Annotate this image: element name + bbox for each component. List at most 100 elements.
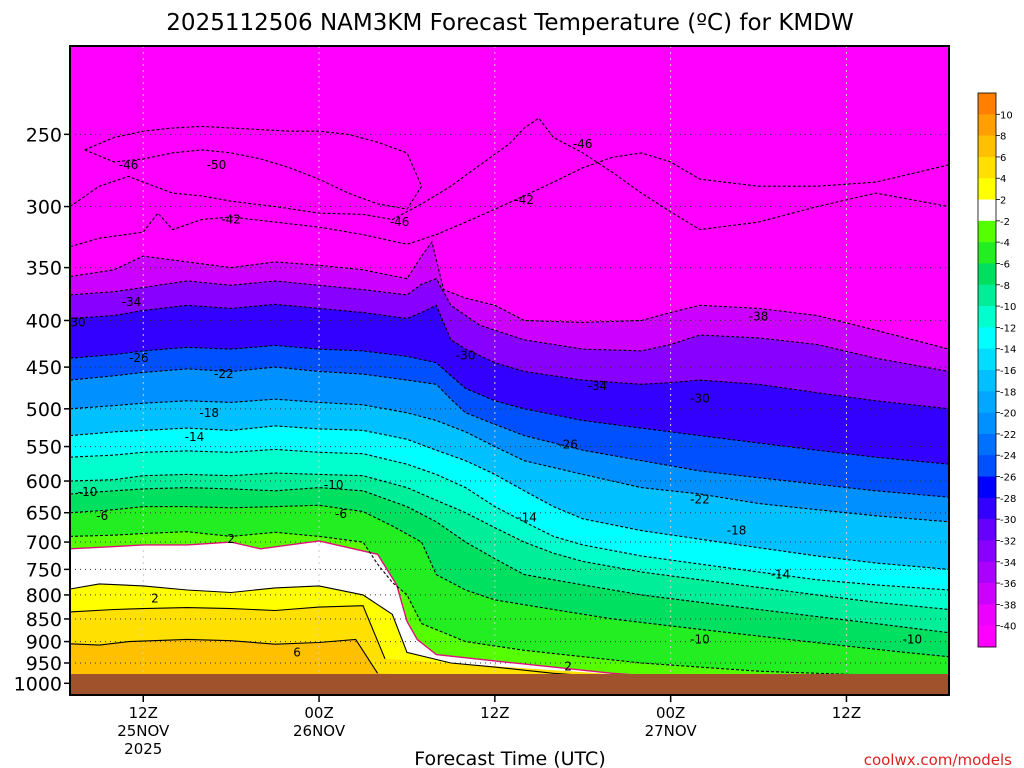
legend-label: -32 — [1000, 536, 1016, 547]
chart-title: 2025112506 NAM3KM Forecast Temperature (… — [166, 10, 853, 36]
legend-label: -26 — [1000, 473, 1016, 484]
contour-label: -30 — [690, 391, 710, 405]
contour-label: -30 — [456, 348, 476, 362]
legend-swatch — [978, 220, 996, 243]
contour-line — [70, 278, 949, 373]
contour-label: -26 — [129, 351, 149, 365]
y-tick-label: 350 — [26, 258, 62, 280]
contour-label: -14 — [517, 511, 537, 525]
y-tick-label: 550 — [26, 437, 62, 459]
contour-label: -22 — [690, 493, 710, 507]
contour-labels: -46 -50 -46 -42 -46 -42 -34 -30 -38 -26 -22 -30 -34 -… — [66, 137, 922, 674]
legend-label: -14 — [1000, 345, 1016, 356]
legend-label: -20 — [1000, 409, 1016, 420]
credit-text: coolwx.com/models — [864, 751, 1012, 768]
legend-swatch — [978, 327, 996, 349]
contour-label: 6 — [293, 645, 301, 659]
legend-swatch — [978, 519, 996, 541]
plot-area: -46 -50 -46 -42 -46 -42 -34 -30 -38 -26 -22 -30 -34 -… — [66, 45, 950, 696]
y-tick-label: 800 — [26, 585, 62, 607]
contour-line — [70, 117, 949, 231]
contour-label: -6 — [96, 509, 108, 523]
contour-label: -46 — [390, 215, 410, 229]
legend-label: 4 — [1000, 174, 1006, 185]
y-tick-label: 450 — [26, 357, 62, 379]
y-tick-label: 250 — [26, 124, 62, 146]
contour-line — [70, 605, 386, 660]
legend-label: -12 — [1000, 323, 1016, 334]
contour-label: -38 — [749, 309, 769, 323]
legend-label: -30 — [1000, 515, 1016, 526]
legend-label: 2 — [1000, 196, 1006, 207]
y-tick-label: 600 — [26, 471, 62, 493]
legend-swatch — [978, 114, 996, 136]
contour-line — [70, 366, 949, 498]
plot-frame — [69, 45, 950, 696]
contour-label: -34 — [588, 379, 608, 393]
legend-label: -18 — [1000, 387, 1016, 398]
legend-label: -10 — [1000, 302, 1016, 313]
contour-lines — [70, 117, 949, 682]
legend-swatch — [978, 306, 996, 328]
legend-swatch — [978, 199, 996, 222]
x-tick-label: 26NOV — [293, 722, 346, 740]
legend-label: -4 — [1000, 238, 1010, 249]
x-tick-label: 12Z — [832, 704, 861, 722]
y-tick-label: 700 — [26, 532, 62, 554]
legend-label: -36 — [1000, 579, 1016, 590]
contour-line — [70, 303, 949, 410]
legend-swatch — [978, 604, 996, 626]
contour-line — [84, 125, 423, 210]
x-axis-label: Forecast Time (UTC) — [414, 748, 605, 768]
legend-swatch — [978, 178, 996, 200]
legend-swatch — [978, 370, 996, 392]
contour-label: -22 — [214, 367, 234, 381]
contour-line — [70, 240, 949, 350]
legend-swatch — [978, 497, 996, 520]
contour-label: -34 — [122, 295, 142, 309]
x-tick-label: 27NOV — [645, 722, 698, 740]
legend-label: -16 — [1000, 366, 1016, 377]
y-axis: 2503003504004505005506006507007508008509… — [14, 124, 70, 695]
y-tick-label: 650 — [26, 503, 62, 525]
y-tick-label: 400 — [26, 310, 62, 332]
y-tick-label: 500 — [26, 399, 62, 421]
legend-label: 10 — [1000, 110, 1013, 121]
contour-label: 2 — [151, 591, 159, 605]
legend-label: -6 — [1000, 259, 1010, 270]
contour-line — [70, 638, 379, 674]
contour-label: -18 — [727, 524, 747, 538]
legend-swatch — [978, 242, 996, 264]
contour-label: 2 — [227, 532, 235, 546]
legend-label: -34 — [1000, 558, 1016, 569]
contour-label: -42 — [514, 193, 534, 207]
contour-label: -30 — [66, 315, 86, 329]
legend-swatch — [978, 561, 996, 584]
y-tick-label: 900 — [26, 632, 62, 654]
contour-label: -46 — [119, 158, 139, 172]
legend-swatch — [978, 135, 996, 158]
contour-label: -14 — [185, 430, 205, 444]
contour-label: -46 — [573, 137, 593, 151]
x-tick-label: 00Z — [304, 704, 333, 722]
ground-surface — [70, 674, 949, 695]
contour-label: 2 — [564, 659, 572, 673]
x-tick-label: 00Z — [656, 704, 685, 722]
legend-label: -40 — [1000, 622, 1016, 633]
contour-label: -10 — [78, 485, 98, 499]
y-tick-label: 1000 — [14, 673, 62, 695]
contour-label: -10 — [690, 632, 710, 646]
legend-swatch — [978, 93, 996, 115]
contour-label: -50 — [207, 158, 227, 172]
legend-label: -24 — [1000, 451, 1016, 462]
legend-label: -28 — [1000, 494, 1016, 505]
color-legend: 10 8 6 4 2 -2 -4 -6 -8 -10 -12 -14 -16 -18 -20 -22 -24 -2… — [977, 92, 1016, 648]
contour-label: -10 — [324, 478, 344, 492]
legend-swatch — [978, 284, 996, 307]
temperature-fills — [70, 118, 949, 695]
contour-line — [70, 448, 949, 591]
contour-line — [70, 425, 949, 570]
x-tick-label: 25NOV — [117, 722, 170, 740]
legend-label: 8 — [1000, 132, 1006, 143]
